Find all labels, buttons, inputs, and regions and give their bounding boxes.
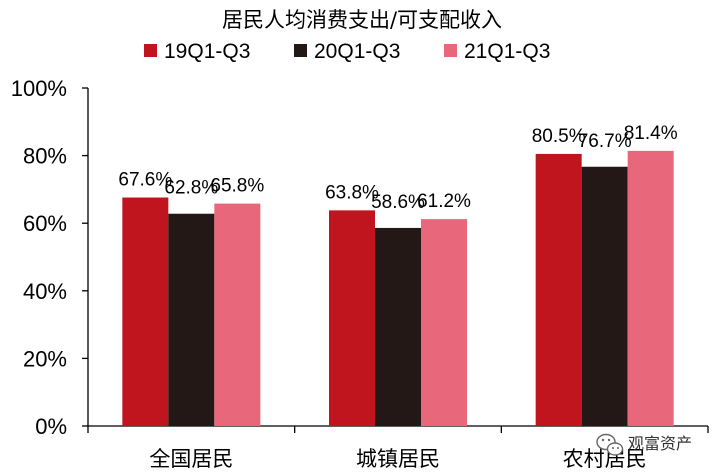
legend-label: 19Q1-Q3 (164, 40, 250, 63)
legend: 19Q1-Q3 20Q1-Q3 21Q1-Q3 (144, 40, 550, 63)
y-tick-label: 60% (23, 211, 67, 236)
legend-label: 21Q1-Q3 (464, 40, 550, 63)
y-tick-label: 20% (23, 346, 67, 371)
y-tick-label: 100% (11, 76, 67, 101)
legend-swatch (144, 44, 157, 57)
legend-swatch (444, 44, 457, 57)
data-label: 61.2% (417, 191, 471, 212)
bar (535, 153, 582, 426)
bar (627, 150, 674, 427)
data-label: 58.6% (371, 192, 425, 213)
legend-swatch (294, 44, 307, 57)
bar (421, 219, 467, 426)
y-tick-label: 0% (35, 414, 67, 439)
x-tick-label: 全国居民 (149, 447, 233, 471)
bars (122, 150, 674, 427)
bar (329, 210, 375, 426)
x-axis: 全国居民 城镇居民 农村居民 (87, 425, 709, 471)
data-label: 80.5% (532, 126, 586, 147)
x-tick-label: 农村居民 (563, 447, 647, 471)
data-label: 65.8% (210, 176, 264, 197)
data-label: 62.8% (164, 178, 218, 199)
y-tick-label: 80% (23, 144, 67, 169)
legend-label: 20Q1-Q3 (314, 40, 400, 63)
bar (375, 227, 421, 426)
bar (214, 203, 261, 426)
bar (122, 197, 169, 426)
watermark: 观富资产 (596, 433, 692, 456)
wechat-icon (596, 433, 624, 456)
watermark-text: 观富资产 (628, 434, 692, 453)
chart-title: 居民人均消费支出/可支配收入 (222, 8, 502, 32)
bar (581, 166, 628, 426)
data-labels: 67.6%62.8%65.8% 63.8%58.6%61.2% 80.5%76.7%… (118, 123, 677, 213)
data-label: 81.4% (624, 123, 678, 144)
data-label: 67.6% (118, 170, 172, 191)
data-label: 63.8% (325, 182, 379, 203)
y-tick-label: 40% (23, 279, 67, 304)
x-tick-label: 城镇居民 (356, 447, 440, 471)
y-axis: 0% 20% 40% 60% 80% 100% (11, 76, 89, 439)
bar (168, 213, 215, 426)
data-label: 76.7% (578, 131, 632, 152)
